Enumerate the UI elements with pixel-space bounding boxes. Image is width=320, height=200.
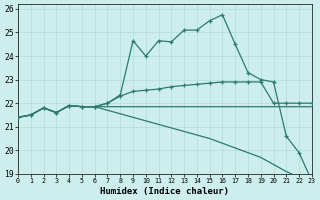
X-axis label: Humidex (Indice chaleur): Humidex (Indice chaleur) [100,187,229,196]
